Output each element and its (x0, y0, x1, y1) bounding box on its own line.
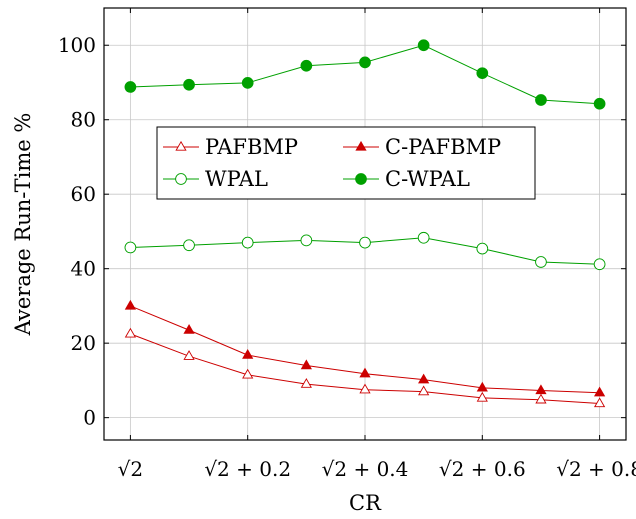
data-point-wpal (241, 236, 254, 249)
data-point-wpal (535, 256, 547, 268)
legend-item-wpal: WPAL (163, 167, 268, 191)
data-point-pafbmp (124, 327, 137, 338)
data-point-c-wpal (359, 56, 371, 69)
data-point-wpal (593, 258, 606, 271)
data-point-pafbmp (418, 385, 430, 396)
data-point-pafbmp (183, 350, 195, 360)
legend-item-c-pafbmp: C-PAFBMP (343, 135, 501, 159)
legend-label-pafbmp: PAFBMP (205, 135, 298, 159)
data-point-pafbmp (242, 368, 254, 379)
legend-marker-c-wpal (355, 173, 367, 185)
legend-label-wpal: WPAL (205, 167, 268, 191)
data-point-pafbmp (359, 383, 371, 394)
data-point-c-pafbmp (124, 299, 137, 310)
legend-label-c-wpal: C-WPAL (385, 167, 470, 191)
x-tick-label: √2 + 0.8 (556, 457, 636, 481)
data-point-c-pafbmp (476, 381, 488, 392)
legend-box (156, 126, 536, 200)
series-pafbmp (124, 327, 606, 408)
data-point-pafbmp (300, 378, 312, 388)
x-tick-label: √2 (118, 457, 143, 481)
data-point-c-wpal (300, 59, 313, 72)
legend-item-pafbmp: PAFBMP (163, 135, 298, 159)
y-tick-label: 60 (71, 182, 96, 206)
data-point-wpal (300, 234, 313, 247)
data-point-c-pafbmp (359, 367, 371, 378)
data-point-c-pafbmp (300, 359, 312, 370)
data-point-wpal (359, 236, 371, 249)
y-tick-label: 20 (71, 331, 96, 355)
legend-marker-wpal (175, 173, 187, 185)
y-axis-label: Average Run-Time % (11, 113, 35, 337)
data-point-c-wpal (535, 94, 547, 106)
data-point-pafbmp (535, 393, 547, 404)
y-tick-label: 40 (71, 257, 96, 281)
legend-marker-pafbmp (175, 140, 187, 151)
y-tick-label: 80 (71, 108, 96, 132)
y-tick-label: 0 (83, 406, 96, 430)
series-c-wpal (124, 39, 606, 110)
data-point-c-pafbmp (242, 348, 254, 359)
legend-marker-c-pafbmp (355, 140, 367, 151)
legend-label-c-pafbmp: C-PAFBMP (385, 135, 501, 159)
y-tick-label: 100 (58, 33, 96, 57)
x-tick-label: √2 + 0.4 (322, 457, 409, 481)
data-point-c-wpal (417, 39, 430, 52)
data-point-wpal (124, 241, 137, 254)
data-point-c-wpal (241, 77, 254, 89)
data-point-c-pafbmp (535, 384, 547, 395)
legend-item-c-wpal: C-WPAL (343, 167, 470, 191)
data-point-c-wpal (183, 78, 195, 91)
series-layer (124, 39, 606, 408)
legend: PAFBMP C-PAFBMP WPAL C-WPAL (156, 126, 536, 200)
series-wpal (124, 231, 606, 271)
data-point-pafbmp (476, 391, 488, 402)
series-c-pafbmp (124, 299, 606, 397)
data-point-c-pafbmp (418, 373, 430, 384)
data-point-c-pafbmp (593, 386, 606, 397)
data-point-c-wpal (124, 81, 137, 93)
x-tick-label: √2 + 0.6 (439, 457, 526, 481)
data-point-c-wpal (593, 97, 606, 110)
data-point-c-pafbmp (183, 324, 195, 334)
x-axis-label: CR (349, 491, 382, 515)
data-point-wpal (476, 242, 489, 255)
x-tick-label: √2 + 0.2 (204, 457, 291, 481)
axis-ticks: 0 20 40 60 80 100 √2 √2 + 0.2 √2 + 0.4 √2 + 0.6 √2… (58, 8, 636, 481)
data-point-pafbmp (593, 397, 606, 408)
data-point-c-wpal (476, 67, 489, 80)
data-point-wpal (417, 231, 430, 244)
data-point-wpal (183, 239, 195, 252)
